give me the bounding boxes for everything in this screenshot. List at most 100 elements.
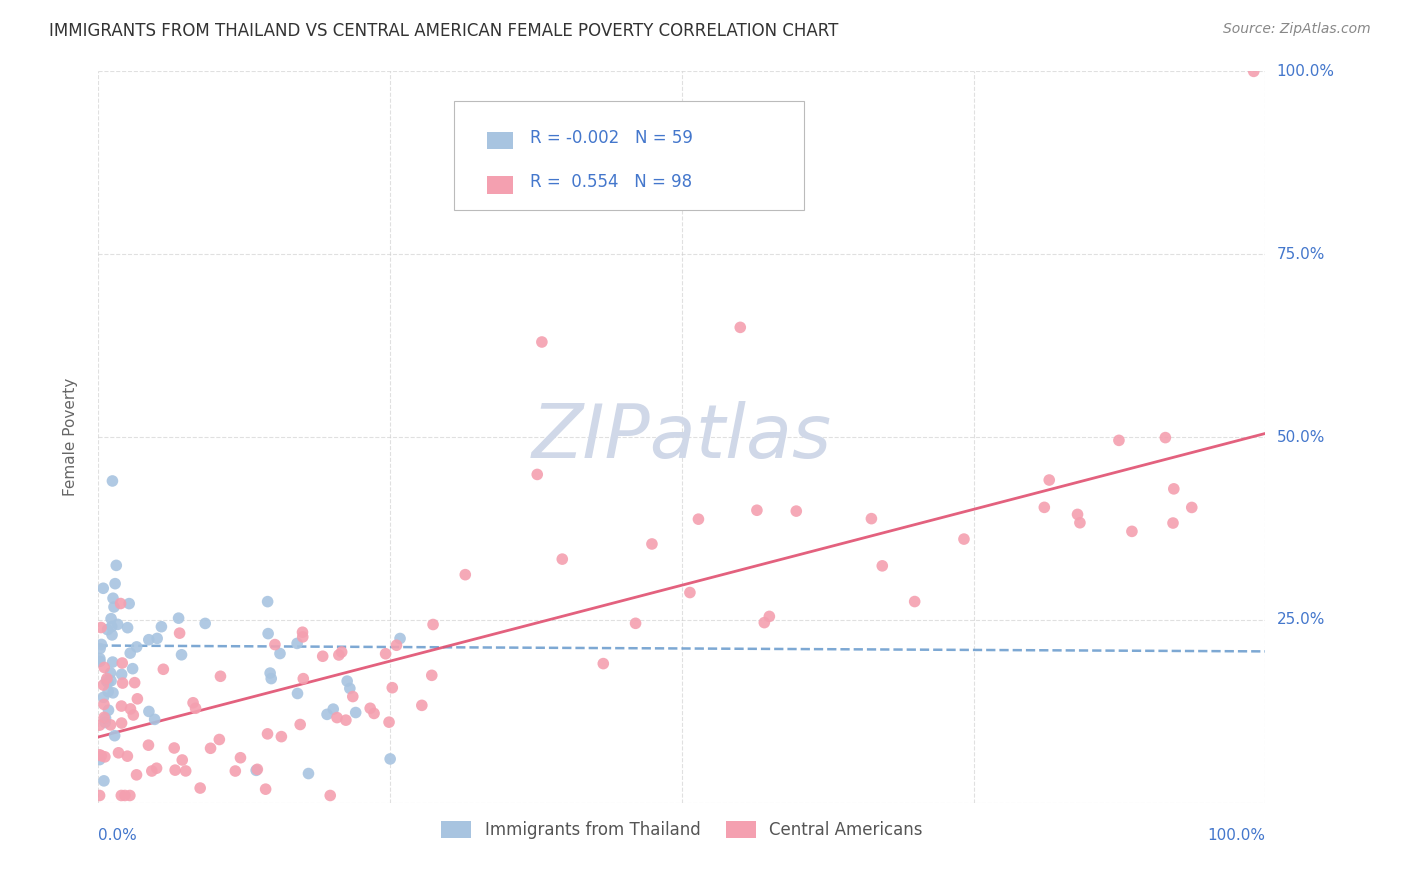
Point (94, 749, 117, 764)
Text: 25.0%: 25.0% (1277, 613, 1324, 627)
Point (114, 789, 136, 803)
Point (359, 701, 381, 715)
Point (150, 620, 173, 634)
Point (121, 662, 143, 676)
Point (259, 666, 281, 681)
Point (100, 619, 122, 633)
Point (141, 764, 163, 778)
Point (93, 660, 115, 674)
Point (1066, 508, 1088, 522)
Point (89, 654, 111, 668)
Text: Source: ZipAtlas.com: Source: ZipAtlas.com (1223, 22, 1371, 37)
Legend: Immigrants from Thailand, Central Americans: Immigrants from Thailand, Central Americ… (434, 814, 929, 846)
Point (101, 591, 124, 606)
Point (90, 748, 112, 763)
Point (291, 625, 314, 640)
Point (181, 696, 204, 710)
Point (1161, 516, 1184, 530)
Point (120, 646, 142, 660)
Point (101, 655, 124, 669)
Point (246, 762, 269, 776)
Point (174, 764, 197, 778)
Point (167, 611, 190, 625)
Point (381, 681, 404, 695)
Point (104, 729, 127, 743)
Text: ZIPatlas: ZIPatlas (531, 401, 832, 473)
Text: R = -0.002   N = 59: R = -0.002 N = 59 (530, 128, 693, 146)
Point (96, 673, 118, 688)
Point (111, 676, 134, 690)
Point (163, 741, 186, 756)
Point (111, 656, 134, 670)
Point (110, 699, 132, 714)
Point (335, 713, 357, 727)
Point (117, 749, 139, 764)
Point (172, 753, 194, 767)
Point (188, 780, 211, 795)
Point (551, 552, 574, 566)
Point (270, 730, 292, 744)
Text: 75.0%: 75.0% (1277, 247, 1324, 261)
Point (145, 761, 167, 775)
Point (110, 716, 132, 731)
Point (745, 503, 768, 517)
Point (105, 558, 128, 573)
Point (326, 710, 349, 724)
Point (110, 789, 132, 803)
Point (454, 567, 477, 582)
Point (328, 648, 350, 662)
Point (89, 651, 111, 665)
Point (641, 537, 664, 551)
Point (245, 764, 267, 778)
Point (422, 617, 444, 632)
Point (785, 504, 807, 518)
Point (165, 763, 187, 777)
Point (93, 690, 115, 705)
Point (89, 789, 111, 803)
Point (91, 582, 114, 596)
Point (146, 632, 169, 646)
Point (89, 747, 111, 762)
Point (103, 599, 125, 614)
Point (378, 715, 401, 730)
Point (101, 474, 124, 488)
Point (97, 703, 120, 717)
Point (530, 334, 553, 349)
Point (93, 710, 115, 724)
Point (679, 585, 702, 599)
Point (93, 698, 115, 712)
Point (526, 467, 548, 482)
Point (138, 738, 160, 752)
Point (170, 648, 193, 662)
Point (96, 672, 118, 686)
Point (118, 789, 141, 803)
Text: IMMIGRANTS FROM THAILAND VS CENTRAL AMERICAN FEMALE POVERTY CORRELATION CHART: IMMIGRANTS FROM THAILAND VS CENTRAL AMER… (49, 22, 838, 40)
Point (411, 698, 433, 713)
Point (256, 594, 278, 608)
Point (1069, 516, 1091, 530)
Point (94, 715, 117, 730)
Point (229, 750, 252, 764)
Text: 100.0%: 100.0% (1208, 828, 1265, 843)
Point (1163, 482, 1185, 496)
Point (1243, 64, 1265, 78)
Point (363, 706, 385, 721)
Text: 50.0%: 50.0% (1277, 430, 1324, 444)
Point (322, 702, 344, 716)
Point (336, 674, 359, 689)
Point (209, 669, 232, 683)
Point (389, 632, 412, 646)
Point (100, 673, 122, 688)
Point (125, 768, 148, 782)
Point (169, 626, 191, 640)
Point (758, 609, 780, 624)
Point (208, 732, 231, 747)
Point (124, 675, 146, 690)
Point (385, 638, 408, 652)
Point (97, 623, 120, 637)
Point (1121, 524, 1143, 539)
Point (254, 782, 277, 797)
Point (194, 616, 217, 631)
Point (380, 752, 402, 766)
Point (107, 746, 129, 760)
